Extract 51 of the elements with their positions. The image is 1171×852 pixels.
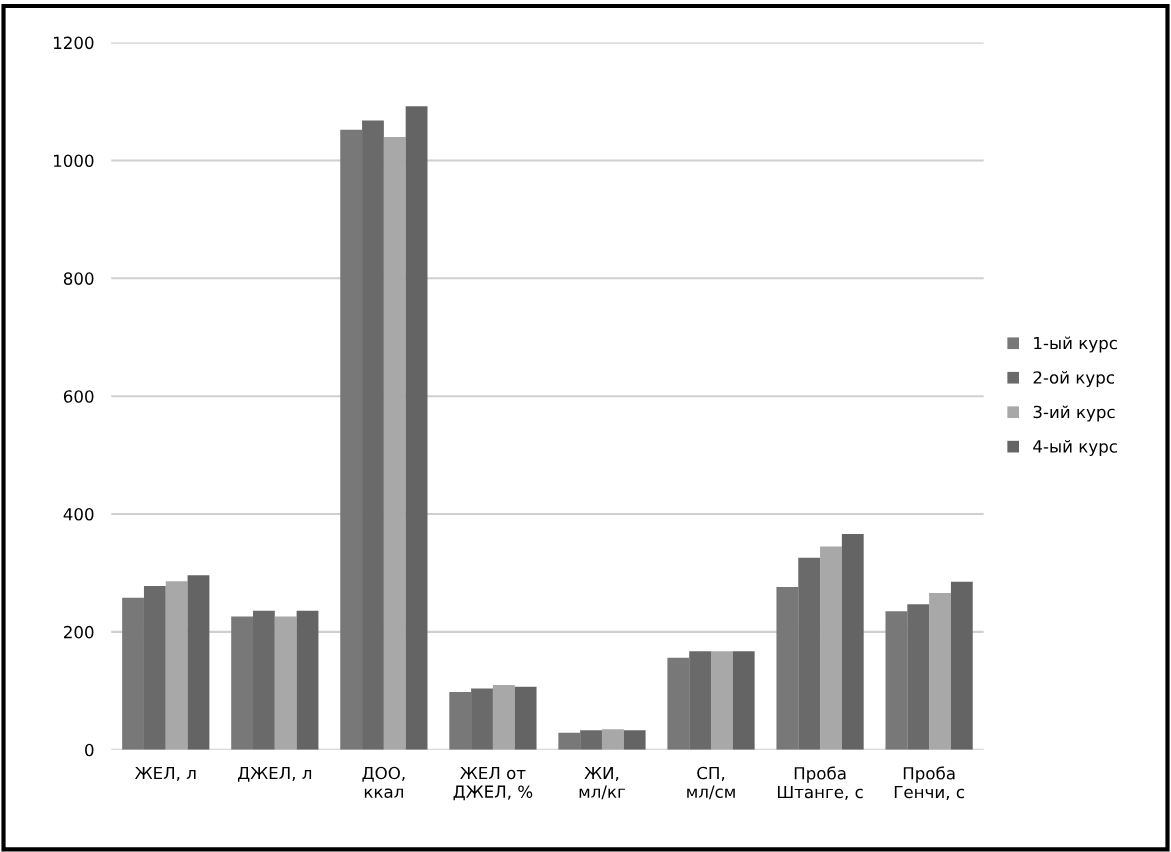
bar [122, 597, 144, 750]
bar [449, 692, 472, 750]
x-tick-label: ЖЕЛ от ДЖЕЛ, % [453, 766, 533, 801]
bar [820, 546, 842, 750]
bar [623, 730, 646, 750]
bar [929, 593, 951, 750]
x-tick-label: Проба Генчи, с [894, 766, 964, 800]
x-tick-label: ЖИ, мл/кг [579, 766, 625, 800]
bar [165, 581, 188, 750]
bar [383, 136, 406, 750]
y-tick-label: 200 [63, 625, 94, 639]
y-tick-label: 800 [63, 272, 94, 285]
y-tick-label: 1200 [53, 36, 94, 50]
bar [187, 575, 210, 750]
bar [689, 651, 712, 750]
bar [405, 106, 428, 750]
bar [667, 657, 690, 750]
bar [231, 616, 254, 750]
bar [362, 120, 384, 750]
bar [776, 587, 799, 750]
x-tick-label: ДОО, ккал [362, 766, 405, 798]
bar [340, 129, 363, 750]
x-tick-label: ЖЕЛ, л [134, 766, 196, 782]
bar [143, 585, 166, 750]
bar [798, 557, 821, 750]
y-tick-label: 600 [63, 390, 94, 403]
bar [558, 732, 581, 750]
legend-label: 2-ой курс [1033, 370, 1114, 388]
bar [296, 610, 319, 750]
bar [885, 611, 908, 750]
bar [274, 616, 297, 750]
bar [711, 651, 733, 750]
legend-label: 3-ий курс [1033, 405, 1115, 422]
bar [601, 729, 624, 750]
x-tick-label: Проба Штанге, с [778, 766, 863, 800]
bar [732, 651, 755, 750]
bar [471, 688, 493, 750]
bar [950, 581, 973, 750]
bar [580, 730, 602, 750]
y-tick-label: 0 [85, 743, 94, 757]
x-tick-label: ДЖЕЛ, л [238, 766, 312, 782]
bar [514, 686, 537, 750]
bar [492, 684, 515, 750]
bar [841, 534, 864, 750]
x-tick-label: СП, мл/см [687, 766, 735, 800]
bar [907, 604, 930, 750]
legend-label: 1-ый курс [1034, 336, 1117, 353]
y-tick-label: 1000 [53, 154, 94, 168]
legend-label: 4-ый курс [1033, 439, 1117, 456]
bar [253, 610, 275, 750]
y-tick-label: 400 [63, 508, 94, 521]
